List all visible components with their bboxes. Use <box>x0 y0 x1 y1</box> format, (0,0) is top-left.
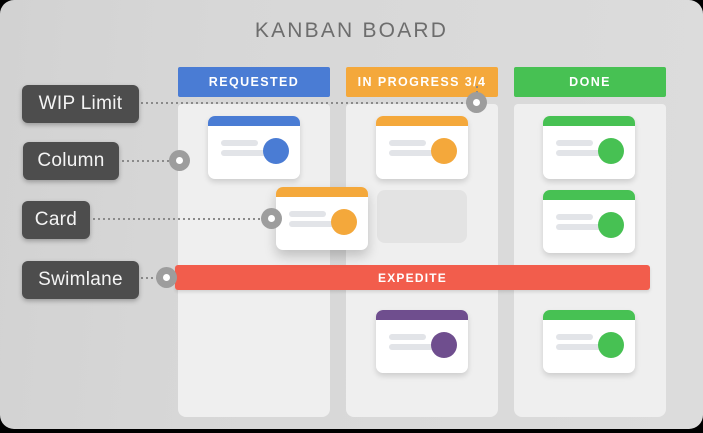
card-avatar-circle <box>598 138 624 164</box>
annotation-label-card: Card <box>22 201 90 239</box>
card-text-placeholder <box>389 344 438 350</box>
card-avatar-circle <box>598 332 624 358</box>
annotation-label-wip-limit: WIP Limit <box>22 85 139 123</box>
card-text-placeholder <box>389 150 438 156</box>
card-text-placeholder <box>221 150 270 156</box>
column-header-done: DONE <box>514 67 666 97</box>
card-avatar-circle <box>431 138 457 164</box>
card-text-placeholder <box>221 140 258 146</box>
connector-line-wip-limit-vertical <box>476 86 478 95</box>
card-dragged[interactable] <box>276 187 368 250</box>
card-requested[interactable] <box>208 116 300 179</box>
card-color-bar <box>208 116 300 126</box>
pointer-dot-icon <box>169 150 190 171</box>
swimlane-bar: EXPEDITE <box>175 265 650 290</box>
card-text-placeholder <box>556 334 593 340</box>
card-color-bar <box>376 310 468 320</box>
card-avatar-circle <box>431 332 457 358</box>
card-color-bar <box>376 116 468 126</box>
card-text-placeholder <box>289 211 326 217</box>
connector-line-column <box>122 160 170 162</box>
card-text-placeholder <box>389 140 426 146</box>
card-expedite-in-progress[interactable] <box>376 310 468 373</box>
card-color-bar <box>543 116 635 126</box>
card-done-1[interactable] <box>543 116 635 179</box>
card-color-bar <box>543 310 635 320</box>
card-color-bar <box>543 190 635 200</box>
column-header-requested: REQUESTED <box>178 67 330 97</box>
annotation-label-swimlane: Swimlane <box>22 261 139 299</box>
pointer-dot-icon <box>466 92 487 113</box>
card-avatar-circle <box>263 138 289 164</box>
connector-line-wip-limit <box>141 102 467 104</box>
connector-line-card <box>93 218 262 220</box>
card-avatar-circle <box>598 212 624 238</box>
card-avatar-circle <box>331 209 357 235</box>
card-drop-placeholder <box>377 190 467 243</box>
card-color-bar <box>276 187 368 197</box>
card-text-placeholder <box>556 344 605 350</box>
card-text-placeholder <box>556 224 605 230</box>
pointer-dot-icon <box>261 208 282 229</box>
card-text-placeholder <box>556 150 605 156</box>
page-title: KANBAN BOARD <box>254 19 449 42</box>
card-text-placeholder <box>389 334 426 340</box>
connector-line-swimlane <box>141 277 157 279</box>
pointer-dot-icon <box>156 267 177 288</box>
card-expedite-done[interactable] <box>543 310 635 373</box>
card-text-placeholder <box>556 214 593 220</box>
card-done-2[interactable] <box>543 190 635 253</box>
card-in-progress[interactable] <box>376 116 468 179</box>
card-text-placeholder <box>289 221 338 227</box>
card-text-placeholder <box>556 140 593 146</box>
annotation-label-column: Column <box>23 142 119 180</box>
